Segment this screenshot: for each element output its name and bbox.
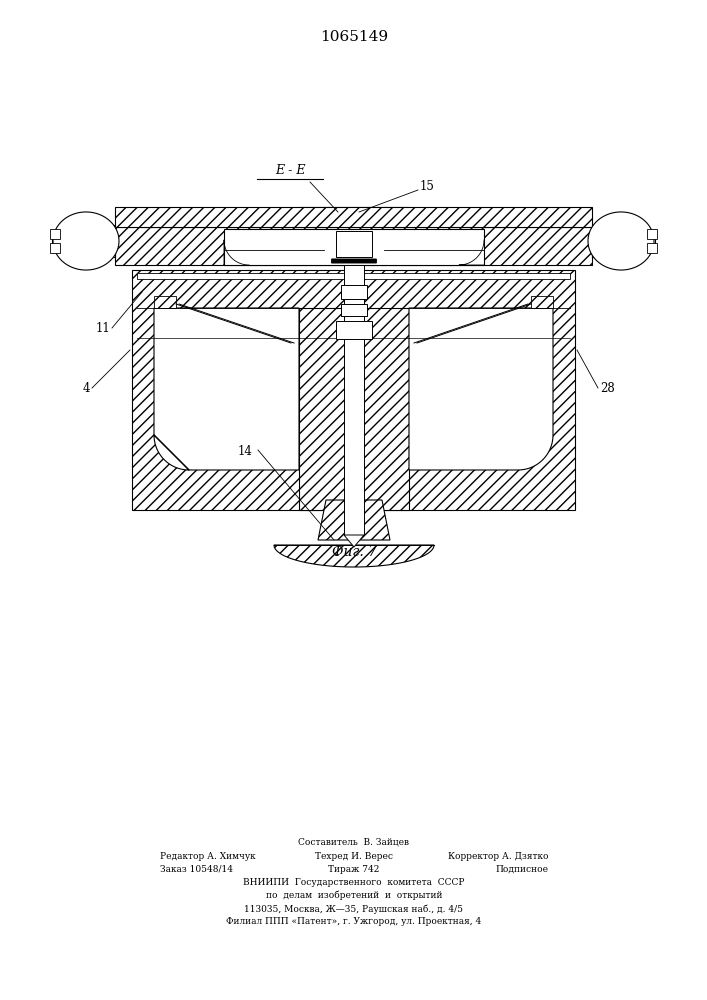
Polygon shape <box>647 229 657 239</box>
Text: 28: 28 <box>600 381 615 394</box>
Polygon shape <box>341 304 367 316</box>
Polygon shape <box>137 273 570 279</box>
Polygon shape <box>647 243 657 253</box>
Text: Редактор А. Химчук: Редактор А. Химчук <box>160 852 256 861</box>
Text: ВНИИПИ  Государственного  комитета  СССР: ВНИИПИ Государственного комитета СССР <box>243 878 464 887</box>
Polygon shape <box>154 296 176 308</box>
Polygon shape <box>640 237 655 247</box>
Polygon shape <box>274 545 434 567</box>
Polygon shape <box>115 227 592 265</box>
Text: 113035, Москва, Ж—35, Раушская наб., д. 4/5: 113035, Москва, Ж—35, Раушская наб., д. … <box>245 904 464 914</box>
Polygon shape <box>336 321 372 339</box>
Polygon shape <box>52 237 67 247</box>
Polygon shape <box>50 243 60 253</box>
Text: Составитель  В. Зайцев: Составитель В. Зайцев <box>298 838 409 847</box>
Polygon shape <box>53 212 119 270</box>
Text: Фиг. 7: Фиг. 7 <box>332 545 377 559</box>
Text: Корректор А. Дзятко: Корректор А. Дзятко <box>448 852 548 861</box>
Text: Заказ 10548/14: Заказ 10548/14 <box>160 865 233 874</box>
Polygon shape <box>67 225 115 257</box>
Text: 4: 4 <box>83 381 90 394</box>
Polygon shape <box>588 212 654 270</box>
Polygon shape <box>344 535 364 547</box>
Text: E - E: E - E <box>275 164 305 177</box>
Polygon shape <box>318 500 390 540</box>
Polygon shape <box>50 229 60 239</box>
Text: 1065149: 1065149 <box>320 30 388 44</box>
Polygon shape <box>299 308 409 510</box>
Text: Подписное: Подписное <box>495 865 548 874</box>
Text: по  делам  изобретений  и  открытий: по делам изобретений и открытий <box>266 891 443 900</box>
Text: Филиал ППП «Патент», г. Ужгород, ул. Проектная, 4: Филиал ППП «Патент», г. Ужгород, ул. Про… <box>226 917 481 926</box>
Text: Техред И. Верес: Техред И. Верес <box>315 852 393 861</box>
Text: Тираж 742: Тираж 742 <box>328 865 380 874</box>
Polygon shape <box>341 285 367 299</box>
Text: 11: 11 <box>95 322 110 334</box>
Polygon shape <box>336 231 372 257</box>
Polygon shape <box>115 207 592 227</box>
Polygon shape <box>299 207 409 227</box>
Text: 15: 15 <box>420 180 435 192</box>
Polygon shape <box>344 265 364 535</box>
Text: 14: 14 <box>238 445 253 458</box>
Polygon shape <box>592 225 640 257</box>
Polygon shape <box>224 229 484 265</box>
Polygon shape <box>132 270 575 510</box>
Polygon shape <box>531 296 553 308</box>
Polygon shape <box>154 308 299 470</box>
Polygon shape <box>409 308 553 470</box>
